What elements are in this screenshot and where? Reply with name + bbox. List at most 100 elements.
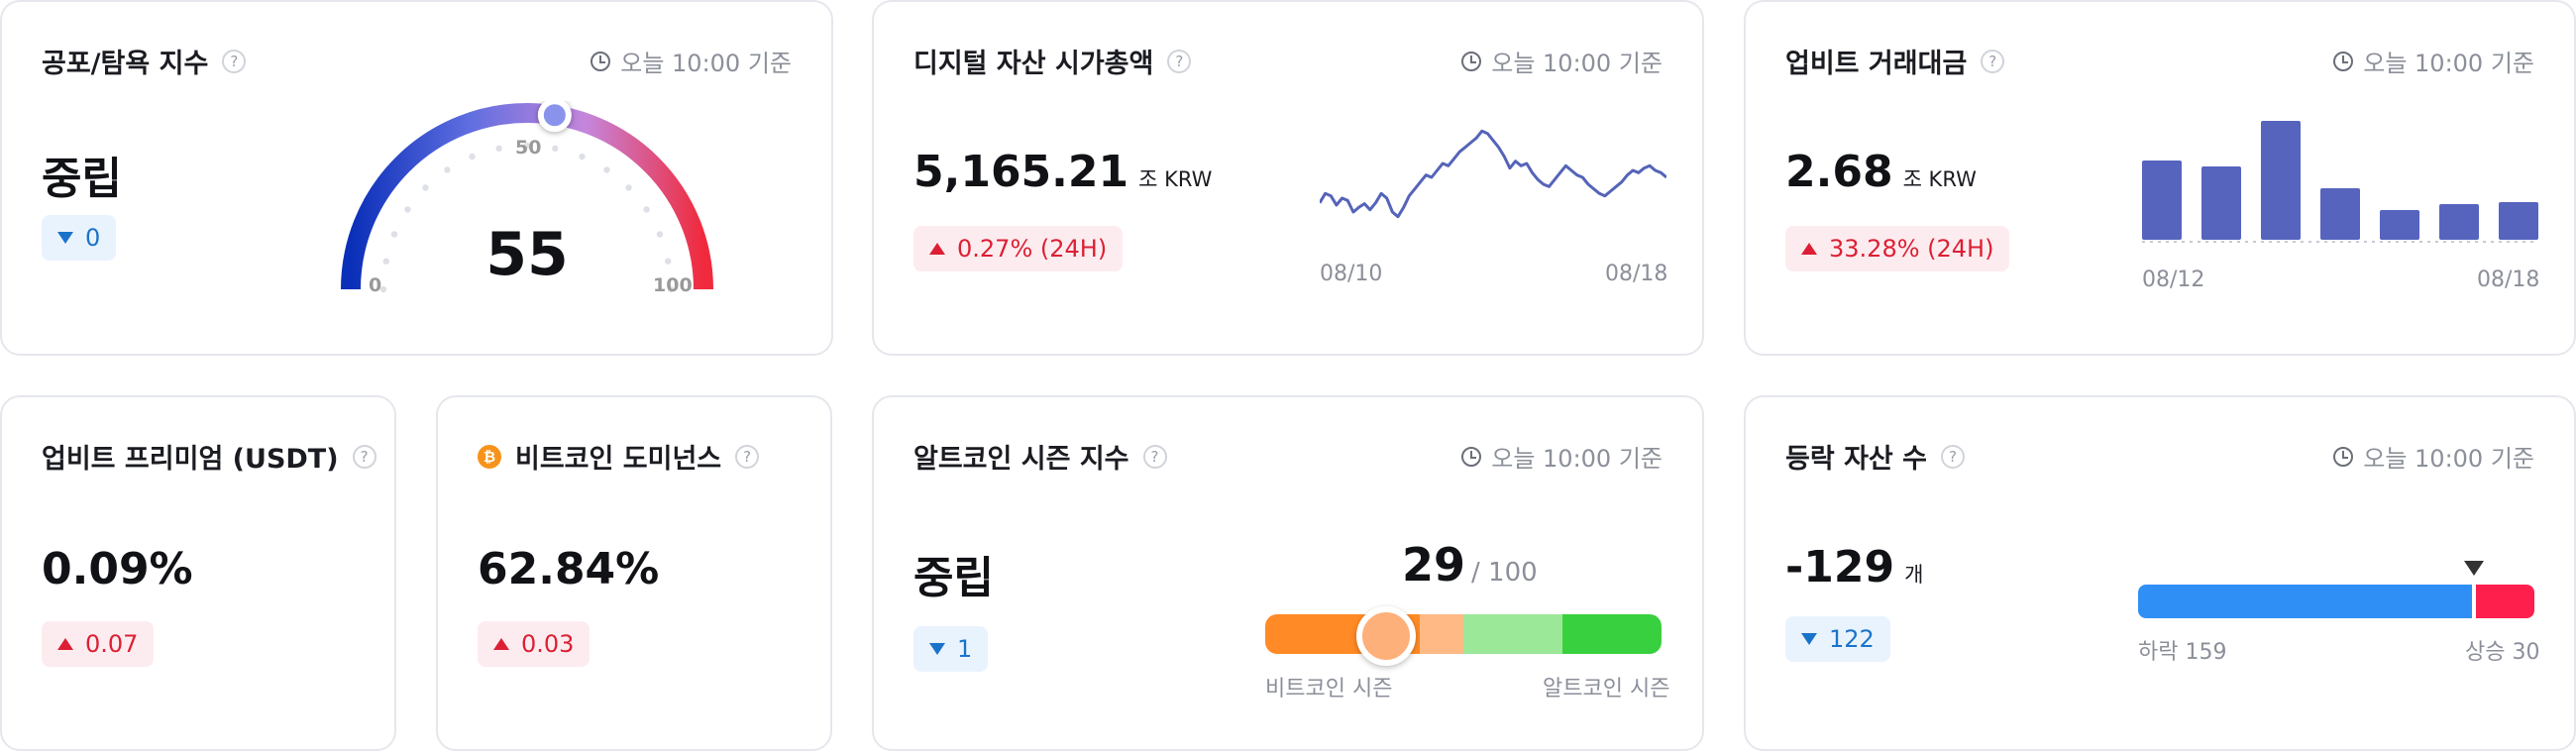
- market-cap-line-chart: [1320, 129, 1666, 219]
- market-cap-start-label: 08/10: [1320, 262, 1383, 286]
- timestamp: 오늘 10:00 기준: [2333, 439, 2534, 474]
- down-count-label: 하락 159: [2138, 640, 2227, 665]
- upbit-premium-change-badge: 0.07: [42, 621, 155, 667]
- bitcoin-season-label: 비트코인 시즌: [1265, 677, 1393, 701]
- gauge-tick: [665, 258, 672, 265]
- fear-greed-gauge: [341, 101, 713, 293]
- gauge-tick: [667, 285, 675, 293]
- volume-bar: [2320, 188, 2360, 240]
- volume-bar: [2142, 161, 2182, 240]
- clock-icon: [1461, 446, 1482, 467]
- up-arrow-icon: [1801, 243, 1817, 255]
- down-arrow-icon: [929, 643, 945, 655]
- fear-greed-card[interactable]: 공포/탐욕 지수 ? 오늘 10:00 기준 중립 0 55 0 50 100: [0, 0, 833, 356]
- market-cap-end-label: 08/18: [1605, 262, 1668, 286]
- upbit-premium-card[interactable]: 업비트 프리미엄 (USDT) ? 0.09% 0.07: [0, 395, 396, 751]
- altcoin-season-bar: [1265, 614, 1662, 654]
- fear-greed-title: 공포/탐욕 지수 ?: [42, 42, 247, 80]
- market-cap-card[interactable]: 디지털 자산 시가총액 ? 오늘 10:00 기준 5,165.21 조 KRW …: [872, 0, 1704, 356]
- gauge-tick: [625, 184, 632, 191]
- down-arrow-icon: [1801, 633, 1817, 645]
- segment-gap: [2471, 585, 2476, 618]
- btc-dominance-title: ₿ 비트코인 도미넌스 ?: [478, 437, 760, 476]
- upbit-volume-bar-chart: [2142, 121, 2538, 243]
- market-cap-change-badge: 0.27% (24H): [913, 226, 1124, 271]
- gauge-max-label: 100: [653, 274, 693, 296]
- timestamp: 오늘 10:00 기준: [2333, 44, 2534, 78]
- upbit-volume-title: 업비트 거래대금 ?: [1785, 42, 2005, 80]
- market-cap-value: 5,165.21 조 KRW: [913, 147, 1213, 197]
- help-icon[interactable]: ?: [735, 444, 760, 469]
- altcoin-season-state: 중립: [913, 553, 994, 603]
- down-arrow-icon: [57, 232, 73, 244]
- clock-icon: [2333, 51, 2354, 71]
- season-segment: [1562, 614, 1662, 654]
- btc-dominance-value: 62.84%: [478, 544, 660, 594]
- fear-greed-change-badge: 0: [42, 215, 117, 261]
- altcoin-season-title: 알트코인 시즌 지수 ?: [913, 437, 1167, 476]
- btc-dominance-change-badge: 0.03: [478, 621, 590, 667]
- gauge-tick: [404, 206, 411, 213]
- fear-greed-value: 55: [485, 220, 569, 289]
- upbit-volume-end-label: 08/18: [2477, 268, 2540, 292]
- upbit-volume-start-label: 08/12: [2142, 268, 2205, 292]
- up-arrow-icon: [493, 638, 509, 650]
- altcoin-season-card[interactable]: 알트코인 시즌 지수 ? 오늘 10:00 기준 중립 1: [872, 395, 1704, 751]
- help-icon[interactable]: ?: [1941, 444, 1965, 469]
- clock-icon: [1461, 51, 1482, 71]
- updown-ratio-bar: [2138, 585, 2534, 618]
- altcoin-season-score: 29/ 100: [1402, 538, 1538, 592]
- help-icon[interactable]: ?: [222, 49, 247, 73]
- altcoin-season-change-badge: 1: [913, 626, 989, 672]
- down-segment: [2138, 585, 2472, 618]
- updown-count-value: -129 개: [1785, 542, 1924, 592]
- gauge-tick: [579, 153, 586, 161]
- timestamp: 오늘 10:00 기준: [1461, 44, 1663, 78]
- gauge-tick: [552, 145, 559, 152]
- timestamp: 오늘 10:00 기준: [1461, 439, 1663, 474]
- upbit-volume-value: 2.68 조 KRW: [1785, 147, 1977, 197]
- timestamp: 오늘 10:00 기준: [590, 44, 792, 78]
- gauge-tick: [495, 145, 502, 152]
- updown-count-title: 등락 자산 수 ?: [1785, 437, 1965, 476]
- updown-count-change-badge: 122: [1785, 616, 1890, 662]
- upbit-volume-card[interactable]: 업비트 거래대금 ? 오늘 10:00 기준 2.68 조 KRW 33.28% …: [1744, 0, 2576, 356]
- gauge-tick: [656, 231, 664, 238]
- help-icon[interactable]: ?: [1142, 444, 1167, 469]
- market-cap-title: 디지털 자산 시가총액 ?: [913, 42, 1192, 80]
- clock-icon: [2333, 446, 2354, 467]
- up-count-label: 상승 30: [2465, 640, 2540, 665]
- up-arrow-icon: [57, 638, 73, 650]
- gauge-min-label: 0: [369, 274, 382, 296]
- gauge-tick: [379, 285, 387, 293]
- gauge-tick: [382, 258, 389, 265]
- gauge-tick: [643, 206, 650, 213]
- help-icon[interactable]: ?: [352, 444, 376, 469]
- upbit-volume-change-badge: 33.28% (24H): [1785, 226, 2010, 271]
- help-icon[interactable]: ?: [1981, 49, 2005, 73]
- gauge-tick: [390, 231, 398, 238]
- gauge-tick: [444, 166, 451, 173]
- upbit-premium-value: 0.09%: [42, 544, 193, 594]
- bitcoin-icon: ₿: [478, 444, 501, 469]
- altcoin-season-label: 알트코인 시즌: [1543, 677, 1670, 701]
- gauge-tick: [523, 142, 531, 150]
- updown-count-card[interactable]: 등락 자산 수 ? 오늘 10:00 기준 -129 개 122: [1744, 395, 2576, 751]
- volume-bar: [2261, 121, 2301, 240]
- clock-icon: [590, 51, 611, 71]
- season-segment: [1463, 614, 1562, 654]
- gauge-mid-label: 50: [515, 137, 542, 159]
- gauge-knob: [537, 101, 572, 133]
- altcoin-season-knob: [1356, 606, 1416, 666]
- gauge-tick: [469, 153, 476, 161]
- fear-greed-state: 중립: [42, 154, 122, 204]
- volume-bar: [2499, 202, 2538, 240]
- volume-bar: [2439, 204, 2479, 240]
- help-icon[interactable]: ?: [1167, 49, 1192, 73]
- updown-marker-icon: [2463, 561, 2484, 576]
- btc-dominance-card[interactable]: ₿ 비트코인 도미넌스 ? 62.84% 0.03: [436, 395, 832, 751]
- gauge-tick: [422, 184, 429, 191]
- up-segment: [2475, 585, 2534, 618]
- gauge-tick: [603, 166, 610, 173]
- market-cap-series-line: [1320, 129, 1666, 219]
